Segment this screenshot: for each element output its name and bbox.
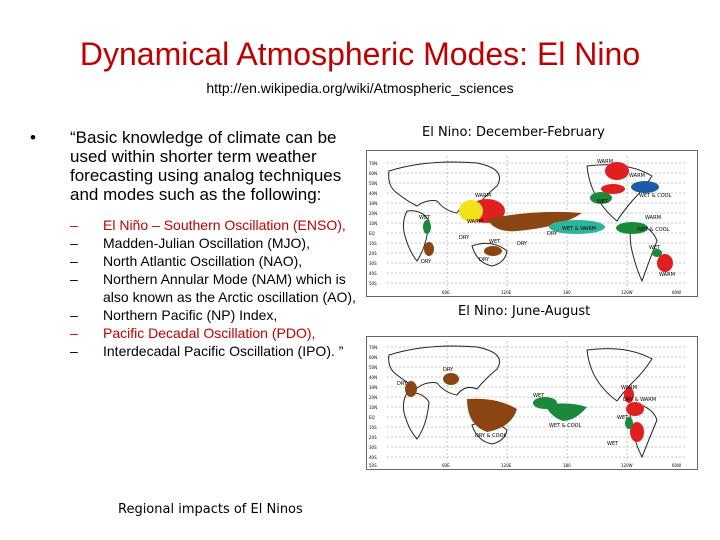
sub-item-ipo: – Interdecadal Pacific Oscillation (IPO).… xyxy=(70,343,344,359)
svg-text:10N: 10N xyxy=(369,405,377,410)
bottom-caption: Regional impacts of El Ninos xyxy=(118,502,303,517)
map-dec-feb: WARM WARM WET WET & COOL WARM WET WARM D… xyxy=(366,150,698,297)
svg-text:180: 180 xyxy=(563,463,571,468)
svg-text:WARM: WARM xyxy=(597,159,613,165)
svg-text:WET & COOL: WET & COOL xyxy=(639,193,672,199)
svg-text:DRY & COOL: DRY & COOL xyxy=(475,433,506,439)
svg-text:DRY: DRY xyxy=(459,235,470,241)
svg-text:50S: 50S xyxy=(369,281,377,286)
svg-text:40S: 40S xyxy=(369,455,377,460)
svg-text:DRY: DRY xyxy=(443,367,454,373)
svg-text:60W: 60W xyxy=(672,463,681,468)
sub-item-pdo: – Pacific Decadal Oscillation (PDO), xyxy=(70,325,316,341)
svg-text:30S: 30S xyxy=(369,445,377,450)
svg-text:WET: WET xyxy=(597,199,609,205)
svg-text:70N: 70N xyxy=(369,161,377,166)
svg-text:WET & WARM: WET & WARM xyxy=(562,226,596,232)
svg-text:180: 180 xyxy=(563,290,571,295)
svg-text:20N: 20N xyxy=(369,211,377,216)
svg-text:60E: 60E xyxy=(442,463,450,468)
main-bullet: • “Basic knowledge of climate can be use… xyxy=(30,128,360,204)
svg-text:DRY: DRY xyxy=(397,381,408,387)
svg-text:40S: 40S xyxy=(369,271,377,276)
svg-text:DRY: DRY xyxy=(547,231,558,237)
main-bullet-text: “Basic knowledge of climate can be used … xyxy=(70,128,342,204)
svg-text:120E: 120E xyxy=(501,290,512,295)
sub-bullet-list: – El Niño – Southern Oscillation (ENSO), … xyxy=(30,216,360,360)
sub-item-nam: – Northern Annular Mode (NAM) which is al… xyxy=(70,271,356,305)
map-jun-aug-svg: DRY DRY DRY & COOL WET WET & COOL WARM D… xyxy=(367,337,697,469)
svg-text:50S: 50S xyxy=(369,463,377,468)
svg-text:20S: 20S xyxy=(369,251,377,256)
svg-text:WARM: WARM xyxy=(467,219,483,225)
svg-text:30S: 30S xyxy=(369,261,377,266)
slide-title: Dynamical Atmospheric Modes: El Nino xyxy=(79,36,641,72)
sub-item-enso: – El Niño – Southern Oscillation (ENSO), xyxy=(70,217,346,233)
sub-item-nao: – North Atlantic Oscillation (NAO), xyxy=(70,253,303,269)
source-url[interactable]: http://en.wikipedia.org/wiki/Atmospheric… xyxy=(206,80,514,96)
svg-text:30N: 30N xyxy=(369,385,377,390)
svg-text:60W: 60W xyxy=(672,290,681,295)
svg-text:WET & COOL: WET & COOL xyxy=(637,227,670,233)
svg-text:WET & COOL: WET & COOL xyxy=(549,423,582,429)
svg-text:WET: WET xyxy=(649,245,661,251)
svg-text:DRY: DRY xyxy=(421,259,432,265)
svg-text:10N: 10N xyxy=(369,221,377,226)
svg-text:WET: WET xyxy=(419,215,431,221)
svg-text:60N: 60N xyxy=(369,355,377,360)
svg-text:60E: 60E xyxy=(442,290,450,295)
svg-text:120W: 120W xyxy=(621,290,633,295)
svg-text:120W: 120W xyxy=(621,463,633,468)
svg-text:30N: 30N xyxy=(369,201,377,206)
svg-text:EQ: EQ xyxy=(369,415,375,420)
map-dec-feb-svg: WARM WARM WET WET & COOL WARM WET WARM D… xyxy=(367,151,697,296)
svg-text:70N: 70N xyxy=(369,345,377,350)
svg-text:DRY: DRY xyxy=(517,241,528,247)
svg-text:WARM: WARM xyxy=(475,193,491,199)
bullet-marker: • xyxy=(30,128,36,147)
svg-text:10S: 10S xyxy=(369,425,377,430)
svg-text:40N: 40N xyxy=(369,375,377,380)
svg-text:120E: 120E xyxy=(501,463,512,468)
svg-text:EQ: EQ xyxy=(369,231,375,236)
map2-caption: El Nino: June-August xyxy=(458,304,591,319)
svg-text:WET: WET xyxy=(489,239,501,245)
svg-text:50N: 50N xyxy=(369,181,377,186)
map1-caption: El Nino: December-February xyxy=(422,125,605,140)
svg-text:40N: 40N xyxy=(369,191,377,196)
svg-text:WARM: WARM xyxy=(629,173,645,179)
svg-text:WET: WET xyxy=(617,415,629,421)
map-jun-aug: DRY DRY DRY & COOL WET WET & COOL WARM D… xyxy=(366,336,698,470)
svg-text:WARM: WARM xyxy=(621,385,637,391)
sub-item-mjo: – Madden-Julian Oscillation (MJO), xyxy=(70,235,310,251)
svg-text:DRY & WARM: DRY & WARM xyxy=(623,397,656,403)
svg-text:50N: 50N xyxy=(369,365,377,370)
svg-text:DRY: DRY xyxy=(479,257,490,263)
svg-text:60N: 60N xyxy=(369,171,377,176)
svg-text:10S: 10S xyxy=(369,241,377,246)
sub-item-np: – Northern Pacific (NP) Index, xyxy=(70,307,278,323)
svg-text:WARM: WARM xyxy=(659,272,675,278)
svg-text:WET: WET xyxy=(607,441,619,447)
bullet-list: • “Basic knowledge of climate can be use… xyxy=(30,128,360,360)
svg-text:WET: WET xyxy=(533,393,545,399)
svg-text:20N: 20N xyxy=(369,395,377,400)
svg-text:WARM: WARM xyxy=(645,215,661,221)
svg-text:20S: 20S xyxy=(369,435,377,440)
